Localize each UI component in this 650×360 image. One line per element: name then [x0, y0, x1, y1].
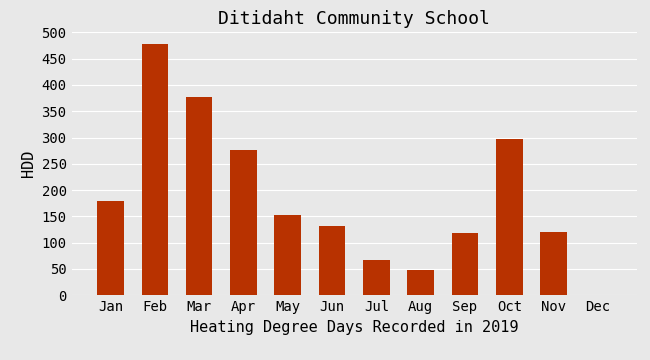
Title: Ditidaht Community School: Ditidaht Community School [218, 10, 490, 28]
Bar [452, 233, 478, 295]
Bar [230, 150, 257, 295]
Bar [142, 44, 168, 295]
Bar [496, 139, 523, 295]
Y-axis label: HDD: HDD [21, 150, 36, 177]
Bar [274, 215, 301, 295]
X-axis label: Heating Degree Days Recorded in 2019: Heating Degree Days Recorded in 2019 [190, 320, 519, 334]
Bar [363, 260, 390, 295]
Bar [540, 232, 567, 295]
Bar [186, 97, 213, 295]
Bar [408, 270, 434, 295]
Bar [318, 226, 345, 295]
Bar [98, 201, 124, 295]
